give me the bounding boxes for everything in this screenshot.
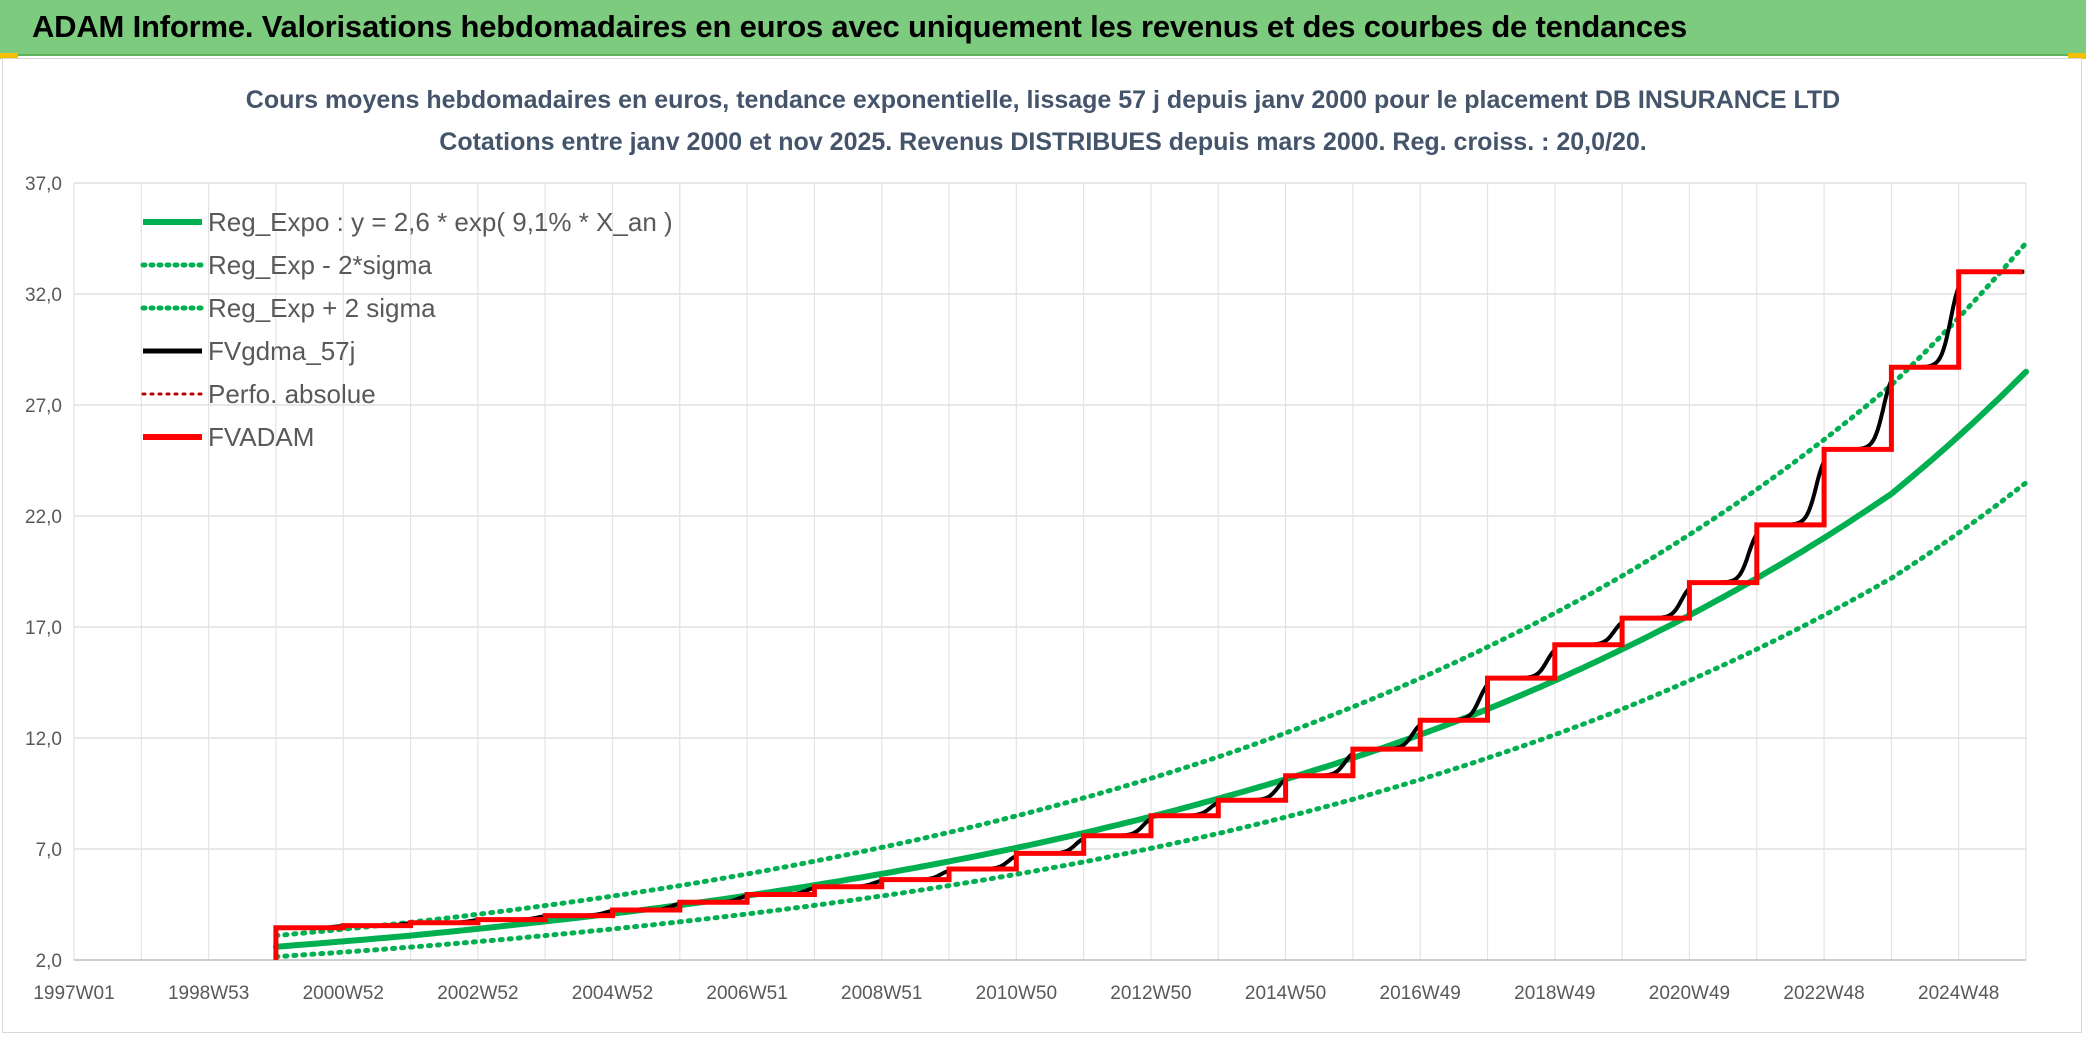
x-tick-label: 2008W51	[841, 983, 922, 1004]
series-line-reg-exp-plus-2sigma	[273, 240, 2029, 939]
x-tick-label: 2002W52	[437, 983, 518, 1004]
legend-label: Reg_Expo : y = 2,6 * exp( 9,1% * X_an )	[208, 207, 673, 237]
x-tick-label: 1998W53	[168, 983, 249, 1004]
x-tick-label: 2012W50	[1110, 983, 1191, 1004]
y-tick-label: 12,0	[25, 729, 62, 750]
legend-label: FVgdma_57j	[208, 336, 355, 366]
y-tick-label: 27,0	[25, 396, 62, 417]
y-tick-label: 17,0	[25, 618, 62, 639]
corner-marker-right	[2068, 53, 2086, 59]
legend-label: Reg_Exp + 2 sigma	[208, 293, 436, 323]
y-tick-label: 37,0	[25, 174, 62, 195]
chart-subtitle: Cotations entre janv 2000 et nov 2025. R…	[439, 128, 1647, 156]
report-title: ADAM Informe. Valorisations hebdomadaire…	[32, 9, 1688, 44]
series-line-fvadam	[273, 269, 2023, 960]
x-tick-label: 2016W49	[1380, 983, 1461, 1004]
x-tick-label: 2004W52	[572, 983, 653, 1004]
chart-frame	[2, 58, 2082, 1033]
x-tick-label: 2022W48	[1783, 983, 1864, 1004]
legend-label: Perfo. absolue	[208, 379, 376, 409]
x-tick-label: 2024W48	[1918, 983, 1999, 1004]
x-tick-label: 2000W52	[303, 983, 384, 1004]
y-tick-label: 7,0	[36, 840, 62, 861]
chart-title: Cours moyens hebdomadaires en euros, ten…	[245, 86, 1841, 114]
x-tick-label: 2010W50	[976, 983, 1057, 1004]
x-tick-label: 2018W49	[1514, 983, 1595, 1004]
y-tick-label: 32,0	[25, 285, 62, 306]
legend-label: FVADAM	[208, 422, 314, 452]
corner-marker-left	[0, 53, 18, 59]
report-banner: ADAM Informe. Valorisations hebdomadaire…	[0, 0, 2086, 56]
x-tick-label: 1997W01	[33, 983, 114, 1004]
legend-label: Reg_Exp - 2*sigma	[208, 250, 433, 280]
x-tick-label: 2020W49	[1649, 983, 1730, 1004]
x-tick-label: 2006W51	[706, 983, 787, 1004]
x-tick-label: 2014W50	[1245, 983, 1326, 1004]
y-tick-label: 2,0	[36, 951, 62, 972]
series-line-reg-exp-minus-2sigma	[273, 480, 2029, 960]
y-tick-label: 22,0	[25, 507, 62, 528]
